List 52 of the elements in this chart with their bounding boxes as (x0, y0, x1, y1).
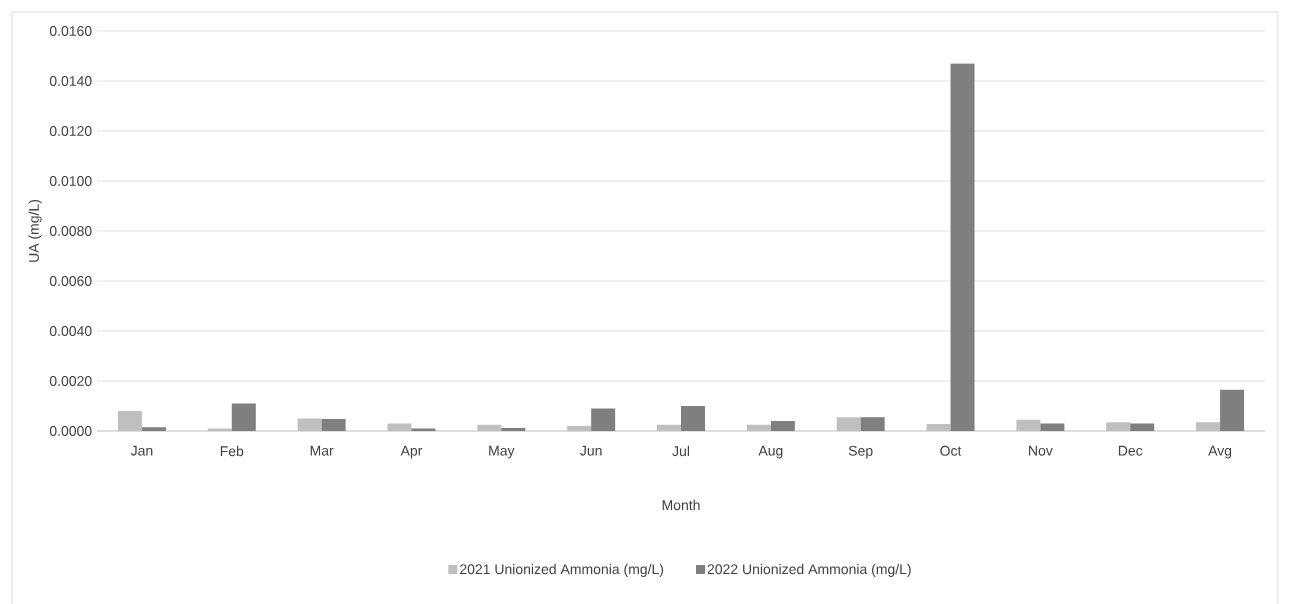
bar (836, 417, 861, 431)
y-tick-label: 0.0000 (49, 426, 92, 436)
y-tick-label: 0.0160 (49, 26, 92, 36)
legend-label: 2022 Unionized Ammonia (mg/L) (707, 563, 911, 577)
x-tick-label: Nov (1029, 445, 1053, 456)
x-tick-label: Sep (848, 445, 873, 459)
bar (1040, 423, 1065, 431)
x-tick-label: Jul (672, 445, 690, 457)
x-tick-label: May (489, 445, 515, 459)
x-tick-label: Mar (310, 445, 334, 456)
bar (117, 410, 142, 431)
x-tick-label: Jan (130, 445, 153, 456)
y-tick-label: 0.0040 (49, 326, 92, 336)
y-tick-label: 0.0100 (49, 176, 92, 186)
legend-label: 2021 Unionized Ammonia (mg/L) (460, 563, 664, 577)
bar (1196, 422, 1221, 431)
bar (411, 428, 436, 431)
bar (1220, 389, 1245, 431)
bar (681, 405, 705, 431)
y-tick-label: 0.0060 (49, 276, 92, 286)
bar (141, 427, 166, 431)
x-tick-label: Feb (220, 445, 244, 457)
bar (591, 408, 616, 431)
bar (860, 417, 885, 431)
x-tick-label: Aug (758, 445, 783, 459)
x-tick-label: Dec (1118, 445, 1143, 456)
x-tick-label: Avg (1208, 445, 1232, 459)
bar (567, 425, 592, 431)
bar (926, 423, 951, 431)
y-tick-label: 0.0020 (49, 376, 92, 386)
x-tick-label: Jun (580, 445, 602, 456)
bar (746, 424, 771, 431)
bar (501, 427, 526, 431)
y-tick-label: 0.0080 (49, 226, 92, 236)
bar (321, 418, 346, 431)
bar (231, 403, 256, 431)
bar (1130, 423, 1155, 431)
bar (207, 428, 232, 431)
bar (387, 423, 412, 431)
y-tick-label: 0.0120 (49, 126, 92, 136)
x-axis-title: Month (662, 499, 700, 511)
y-tick-label: 0.0140 (49, 76, 92, 86)
bar (477, 424, 502, 431)
bar (950, 63, 975, 431)
x-tick-label: Oct (940, 445, 962, 456)
y-axis-title: UA (mg/L) (28, 199, 42, 262)
bar (1106, 422, 1131, 431)
bar (1016, 419, 1041, 431)
x-tick-label: Apr (400, 445, 423, 459)
bar (297, 418, 322, 431)
bar (770, 420, 795, 431)
bar (657, 424, 681, 431)
